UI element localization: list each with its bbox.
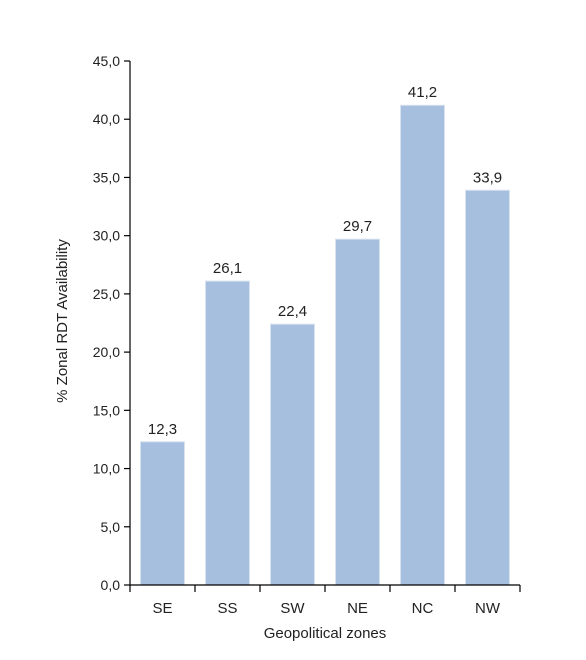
y-tick-label: 45,0 (93, 53, 120, 69)
y-tick-label: 15,0 (93, 402, 120, 418)
bars (140, 104, 510, 586)
x-tick-label-sw: SW (280, 600, 305, 617)
data-label-ss: 26,1 (213, 260, 242, 277)
data-labels: 12,3 26,1 22,4 29,7 41,2 33,9 (148, 84, 502, 438)
bar-nc (400, 104, 445, 586)
y-axis-title: % Zonal RDT Availability (54, 239, 71, 403)
y-tick-label: 20,0 (93, 344, 120, 360)
y-tick-label: 25,0 (93, 286, 120, 302)
bar-ss (205, 280, 250, 586)
bar-ne (335, 238, 380, 586)
y-tick-label: 40,0 (93, 111, 120, 127)
y-axis-ticks: 0,0 5,0 10,0 15,0 20,0 25,0 30,0 35,0 40,0 45,0 (93, 53, 130, 593)
y-tick-label: 5,0 (101, 519, 121, 535)
data-label-ne: 29,7 (343, 218, 372, 235)
data-label-sw: 22,4 (278, 303, 307, 320)
bar-sw (270, 323, 315, 586)
data-label-nw: 33,9 (473, 169, 502, 186)
x-axis-ticks: SE SS SW NE NC NW (129, 585, 521, 617)
data-label-se: 12,3 (148, 421, 177, 438)
y-tick-label: 30,0 (93, 228, 120, 244)
x-tick-label-ss: SS (217, 600, 237, 617)
bar-se (140, 441, 185, 586)
x-tick-label-se: SE (152, 600, 172, 617)
x-axis-title: Geopolitical zones (264, 625, 387, 642)
y-tick-label: 35,0 (93, 169, 120, 185)
data-label-nc: 41,2 (408, 84, 437, 101)
x-tick-label-nw: NW (475, 600, 501, 617)
y-tick-label: 0,0 (101, 577, 121, 593)
x-tick-label-ne: NE (347, 600, 368, 617)
y-tick-label: 10,0 (93, 461, 120, 477)
bar-nw (465, 189, 510, 586)
x-tick-label-nc: NC (412, 600, 434, 617)
